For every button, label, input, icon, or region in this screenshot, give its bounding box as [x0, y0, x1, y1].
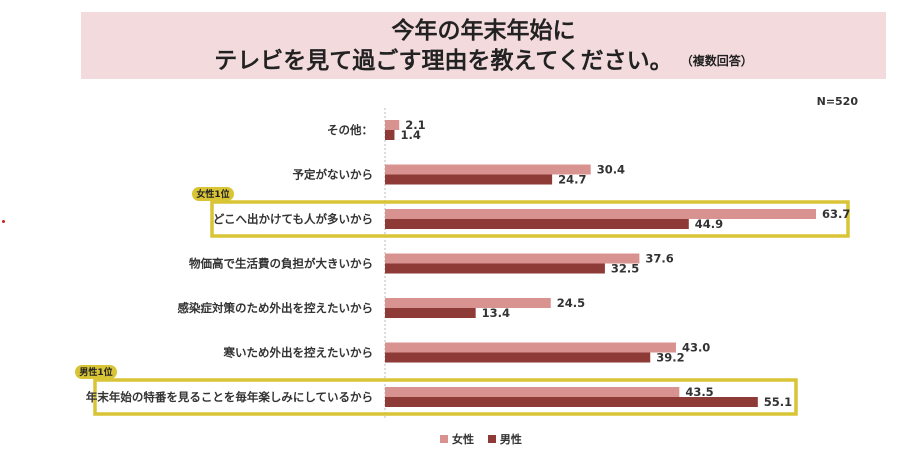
category-label-5: 寒いため外出を控えたいから — [223, 346, 374, 360]
stray-dot — [2, 220, 5, 223]
data-label-male-3: 32.5 — [611, 262, 639, 276]
category-label-6: 年末年始の特番を見ることを毎年楽しみにしているから — [86, 390, 373, 404]
category-label-4: 感染症対策のため外出を控えたいから — [178, 301, 374, 315]
bar-male-2 — [385, 219, 689, 229]
legend-label-female: 女性 — [452, 433, 474, 446]
legend-label-male: 男性 — [499, 433, 522, 446]
highlight-tag-1 — [75, 365, 117, 379]
bar-female-0 — [385, 120, 400, 130]
highlight-tag-0 — [192, 187, 234, 201]
data-label-female-6: 43.5 — [685, 385, 713, 399]
legend: 女性 男性 — [440, 431, 522, 447]
data-label-male-4: 13.4 — [482, 306, 510, 320]
chart-title-line1: 今年の年末年始に — [391, 18, 576, 44]
legend-swatch-male — [487, 435, 496, 443]
data-label-female-0: 2.1 — [405, 118, 425, 132]
bar-male-0 — [385, 130, 395, 140]
data-label-male-1: 24.7 — [558, 173, 586, 187]
data-label-female-3: 37.6 — [645, 252, 673, 266]
data-label-male-5: 39.2 — [656, 351, 684, 365]
category-label-3: 物価高で生活費の負担が大きいから — [189, 257, 373, 271]
highlight-label-0: 女性1位 — [196, 188, 229, 200]
data-label-male-2: 44.9 — [695, 217, 723, 231]
bar-male-4 — [385, 308, 476, 318]
bar-female-2 — [385, 209, 816, 219]
bar-male-6 — [385, 397, 758, 407]
highlight-box-0 — [210, 200, 850, 238]
bar-female-3 — [385, 253, 640, 264]
bar-male-3 — [385, 263, 605, 274]
bar-female-4 — [385, 298, 551, 308]
bar-male-1 — [385, 174, 553, 185]
category-label-1: 予定がないから — [293, 168, 374, 182]
legend-swatch-female — [440, 435, 448, 443]
multiple-answer-note: （複数回答） — [686, 54, 753, 68]
data-label-male-0: 1.4 — [400, 128, 420, 142]
data-label-male-6: 55.1 — [764, 395, 792, 409]
data-label-female-4: 24.5 — [557, 296, 585, 310]
title-banner: 今年の年末年始に テレビを見て過ごす理由を教えてください。 （複数回答） — [81, 12, 886, 79]
bar-female-5 — [385, 342, 676, 353]
data-label-female-1: 30.4 — [597, 163, 625, 177]
chart-title-line2-text: テレビを見て過ごす理由を教えてください。 — [214, 48, 673, 74]
data-label-female-5: 43.0 — [682, 341, 710, 355]
highlight-box-1 — [93, 378, 798, 416]
bar-female-1 — [385, 164, 591, 175]
data-label-female-2: 63.7 — [822, 207, 850, 221]
bar-female-6 — [385, 387, 680, 397]
sample-size: N=520 — [816, 95, 858, 108]
bar-male-5 — [385, 352, 651, 363]
category-label-2: どこへ出かけても人が多いから — [213, 212, 373, 226]
highlight-label-1: 男性1位 — [79, 366, 112, 378]
chart-title-line2: テレビを見て過ごす理由を教えてください。 （複数回答） — [81, 47, 886, 75]
category-label-0: その他： — [327, 123, 373, 137]
